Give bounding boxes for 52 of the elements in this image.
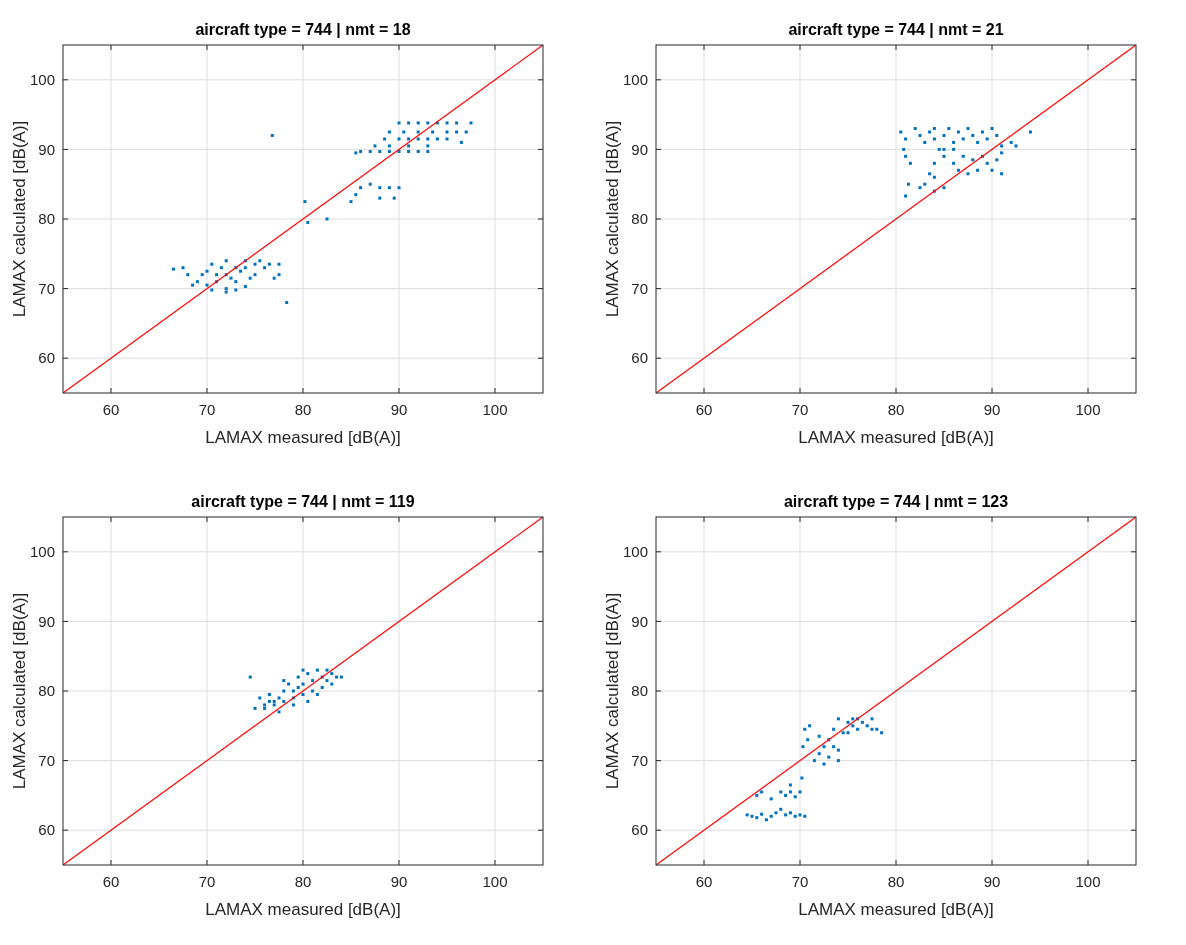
x-tick-label: 60: [695, 873, 713, 890]
chart-title: aircraft type = 744 | nmt = 21: [788, 21, 1004, 38]
y-axis-title: LAMAX calculated [dB(A)]: [603, 592, 622, 790]
y-tick-label: 90: [38, 140, 55, 158]
y-tick-label: 70: [38, 279, 55, 297]
x-axis-title: LAMAX measured [dB(A)]: [205, 900, 401, 919]
x-tick-label: 70: [198, 401, 216, 418]
x-axis-title: LAMAX measured [dB(A)]: [798, 900, 994, 919]
y-tick-label: 70: [631, 279, 648, 297]
y-tick-label: 100: [29, 543, 55, 561]
x-tick-label: 80: [887, 401, 905, 418]
x-tick-label: 90: [390, 401, 408, 418]
chart-title: aircraft type = 744 | nmt = 123: [783, 493, 1009, 510]
y-tick-label: 60: [631, 821, 648, 839]
x-tick-label: 80: [294, 401, 312, 418]
y-tick-label: 80: [38, 682, 55, 700]
x-tick-label: 90: [983, 401, 1001, 418]
y-axis-title: LAMAX calculated [dB(A)]: [603, 120, 622, 318]
y-axis-title: LAMAX calculated [dB(A)]: [10, 120, 29, 318]
y-tick-label: 100: [29, 71, 55, 89]
y-tick-label: 80: [631, 210, 648, 228]
x-tick-label: 100: [1075, 401, 1101, 418]
y-tick-label: 80: [38, 210, 55, 228]
chart-title: aircraft type = 744 | nmt = 119: [191, 493, 415, 510]
y-tick-label: 60: [38, 821, 55, 839]
x-tick-label: 100: [482, 401, 508, 418]
x-tick-label: 90: [983, 873, 1001, 890]
y-tick-label: 100: [622, 71, 648, 89]
x-tick-label: 100: [482, 873, 508, 890]
y-axis-title: LAMAX calculated [dB(A)]: [10, 592, 29, 790]
chart-title: aircraft type = 744 | nmt = 18: [195, 21, 411, 38]
x-tick-label: 60: [695, 401, 713, 418]
y-tick-label: 80: [631, 682, 648, 700]
x-tick-label: 70: [198, 873, 216, 890]
y-tick-label: 60: [631, 349, 648, 367]
x-axis-title: LAMAX measured [dB(A)]: [205, 428, 401, 447]
y-tick-label: 70: [38, 751, 55, 769]
y-tick-label: 90: [631, 612, 648, 630]
y-tick-label: 90: [38, 612, 55, 630]
x-tick-label: 60: [102, 873, 120, 890]
y-tick-label: 60: [38, 349, 55, 367]
x-axis-title: LAMAX measured [dB(A)]: [798, 428, 994, 447]
x-tick-label: 90: [390, 873, 408, 890]
y-tick-label: 90: [631, 140, 648, 158]
x-tick-label: 80: [887, 873, 905, 890]
x-tick-label: 80: [294, 873, 312, 890]
y-tick-label: 70: [631, 751, 648, 769]
x-tick-label: 70: [791, 401, 809, 418]
x-tick-label: 70: [791, 873, 809, 890]
x-tick-label: 60: [102, 401, 120, 418]
y-tick-label: 100: [622, 543, 648, 561]
x-tick-label: 100: [1075, 873, 1101, 890]
